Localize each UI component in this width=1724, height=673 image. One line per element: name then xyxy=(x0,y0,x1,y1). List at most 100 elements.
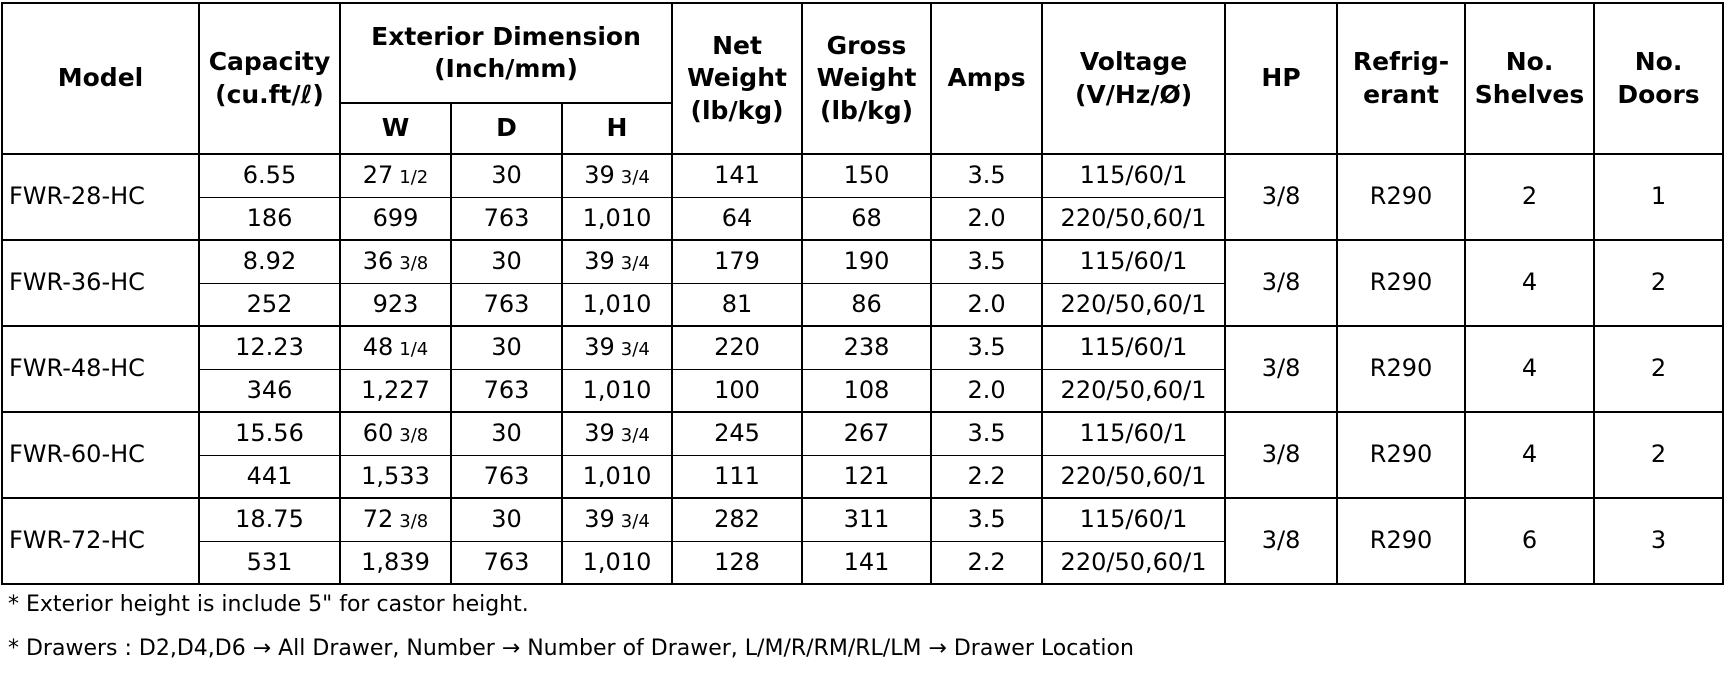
voltage-cell: 220/50,60/1 xyxy=(1041,196,1227,241)
capacity-cell: 441 xyxy=(198,454,341,499)
header-cell: Voltage (V/Hz/Ø) xyxy=(1041,2,1227,155)
doors-cell: 2 xyxy=(1593,411,1724,499)
amps-cell: 2.2 xyxy=(930,454,1044,499)
table-row: 531 1,839 763 1,010 128 141 2.2 220/50,60/1 xyxy=(2,540,1723,585)
refrigerant-cell: R290 xyxy=(1336,325,1467,413)
voltage-cell: 220/50,60/1 xyxy=(1041,282,1227,327)
gross-cell: 267 xyxy=(801,411,933,456)
d-cell: 763 xyxy=(450,196,563,241)
whole-part: 39 xyxy=(584,161,615,190)
model-cell: FWR-60-HC xyxy=(1,411,200,499)
fraction-part: 3/4 xyxy=(620,511,650,533)
whole-part: 27 xyxy=(362,161,394,190)
gross-cell: 238 xyxy=(801,325,933,370)
gross-cell: 141 xyxy=(801,540,933,585)
whole-part: 1,010 xyxy=(582,461,652,490)
refrigerant-cell: R290 xyxy=(1336,497,1467,585)
hp-cell: 3/8 xyxy=(1224,325,1339,413)
amps-cell: 3.5 xyxy=(930,411,1044,456)
whole-part: 699 xyxy=(372,203,419,232)
whole-part: 923 xyxy=(372,289,419,318)
model-cell: FWR-48-HC xyxy=(1,325,200,413)
whole-part: 39 xyxy=(584,505,615,534)
whole-part: 39 xyxy=(584,419,615,448)
gross-cell: 68 xyxy=(801,196,933,241)
w-cell: 36 3/8 xyxy=(339,239,452,284)
note: * Drawers : D2,D4,D6 → All Drawer, Numbe… xyxy=(8,636,1134,661)
whole-part: 1,227 xyxy=(361,375,430,404)
capacity-cell: 8.92 xyxy=(198,239,341,284)
shelves-cell: 4 xyxy=(1464,325,1596,413)
table-row: FWR-72-HC 18.75 72 3/8 30 39 3/4 282 311 3.5 115/6… xyxy=(1,497,1724,585)
w-cell: 60 3/8 xyxy=(339,411,452,456)
table-body: FWR-28-HC 6.55 27 1/2 30 39 3/4 141 150 3.5 115/60… xyxy=(1,153,1724,585)
header-cell: Amps xyxy=(930,2,1044,155)
w-cell: 1,533 xyxy=(339,454,452,499)
gross-cell: 108 xyxy=(801,368,933,413)
gross-cell: 150 xyxy=(801,153,933,198)
h-cell: 1,010 xyxy=(560,196,674,241)
w-cell: 1,227 xyxy=(339,368,452,413)
amps-cell: 2.0 xyxy=(930,282,1044,327)
fraction-part: 1/2 xyxy=(399,167,429,189)
w-cell: 72 3/8 xyxy=(339,497,452,542)
net-cell: 81 xyxy=(671,282,804,327)
h-cell: 1,010 xyxy=(560,540,674,585)
table-row: 252 923 763 1,010 81 86 2.0 220/50,60/1 xyxy=(2,282,1723,327)
whole-part: 1,010 xyxy=(582,375,652,404)
refrigerant-cell: R290 xyxy=(1336,153,1467,241)
whole-part: 36 xyxy=(362,247,394,276)
header-cell: Exterior Dimension (Inch/mm) xyxy=(338,2,674,104)
hp-cell: 3/8 xyxy=(1224,411,1339,499)
whole-part: 39 xyxy=(584,247,615,276)
voltage-cell: 115/60/1 xyxy=(1041,239,1227,284)
h-cell: 39 3/4 xyxy=(560,325,674,370)
whole-part: 60 xyxy=(362,419,394,448)
h-cell: 39 3/4 xyxy=(560,239,674,284)
table-row: 441 1,533 763 1,010 111 121 2.2 220/50,60/1 xyxy=(2,454,1723,499)
hp-cell: 3/8 xyxy=(1224,239,1339,327)
amps-cell: 2.0 xyxy=(930,368,1044,413)
h-cell: 1,010 xyxy=(560,454,674,499)
capacity-cell: 252 xyxy=(198,282,341,327)
gross-cell: 311 xyxy=(801,497,933,542)
voltage-cell: 220/50,60/1 xyxy=(1041,454,1227,499)
doors-cell: 1 xyxy=(1593,153,1724,241)
whole-part: 48 xyxy=(362,333,394,362)
doors-cell: 2 xyxy=(1593,325,1724,413)
w-cell: 699 xyxy=(339,196,452,241)
net-cell: 179 xyxy=(671,239,804,284)
refrigerant-cell: R290 xyxy=(1336,411,1467,499)
net-cell: 111 xyxy=(671,454,804,499)
shelves-cell: 6 xyxy=(1464,497,1596,585)
header-cell: No. Doors xyxy=(1593,2,1724,155)
capacity-cell: 186 xyxy=(198,196,341,241)
note: * Exterior height is include 5" for cast… xyxy=(8,592,529,617)
net-cell: 245 xyxy=(671,411,804,456)
h-cell: 39 3/4 xyxy=(560,497,674,542)
table-row: FWR-36-HC 8.92 36 3/8 30 39 3/4 179 190 3.5 115/60… xyxy=(1,239,1724,327)
voltage-cell: 115/60/1 xyxy=(1041,153,1227,198)
d-cell: 30 xyxy=(450,239,563,284)
capacity-cell: 531 xyxy=(198,540,341,585)
header-cell: Gross Weight (lb/kg) xyxy=(801,2,933,155)
shelves-cell: 2 xyxy=(1464,153,1596,241)
gross-cell: 190 xyxy=(801,239,933,284)
fraction-part: 3/4 xyxy=(620,167,650,189)
d-cell: 30 xyxy=(450,497,563,542)
d-cell: 763 xyxy=(450,368,563,413)
voltage-cell: 220/50,60/1 xyxy=(1041,540,1227,585)
whole-part: 1,010 xyxy=(582,203,652,232)
fraction-part: 3/8 xyxy=(399,253,429,275)
doors-cell: 3 xyxy=(1593,497,1724,585)
voltage-cell: 115/60/1 xyxy=(1041,325,1227,370)
net-cell: 64 xyxy=(671,196,804,241)
amps-cell: 3.5 xyxy=(930,239,1044,284)
capacity-cell: 346 xyxy=(198,368,341,413)
amps-cell: 3.5 xyxy=(930,325,1044,370)
d-cell: 763 xyxy=(450,540,563,585)
table-row: FWR-60-HC 15.56 60 3/8 30 39 3/4 245 267 3.5 115/6… xyxy=(1,411,1724,499)
w-cell: 1,839 xyxy=(339,540,452,585)
voltage-cell: 115/60/1 xyxy=(1041,497,1227,542)
